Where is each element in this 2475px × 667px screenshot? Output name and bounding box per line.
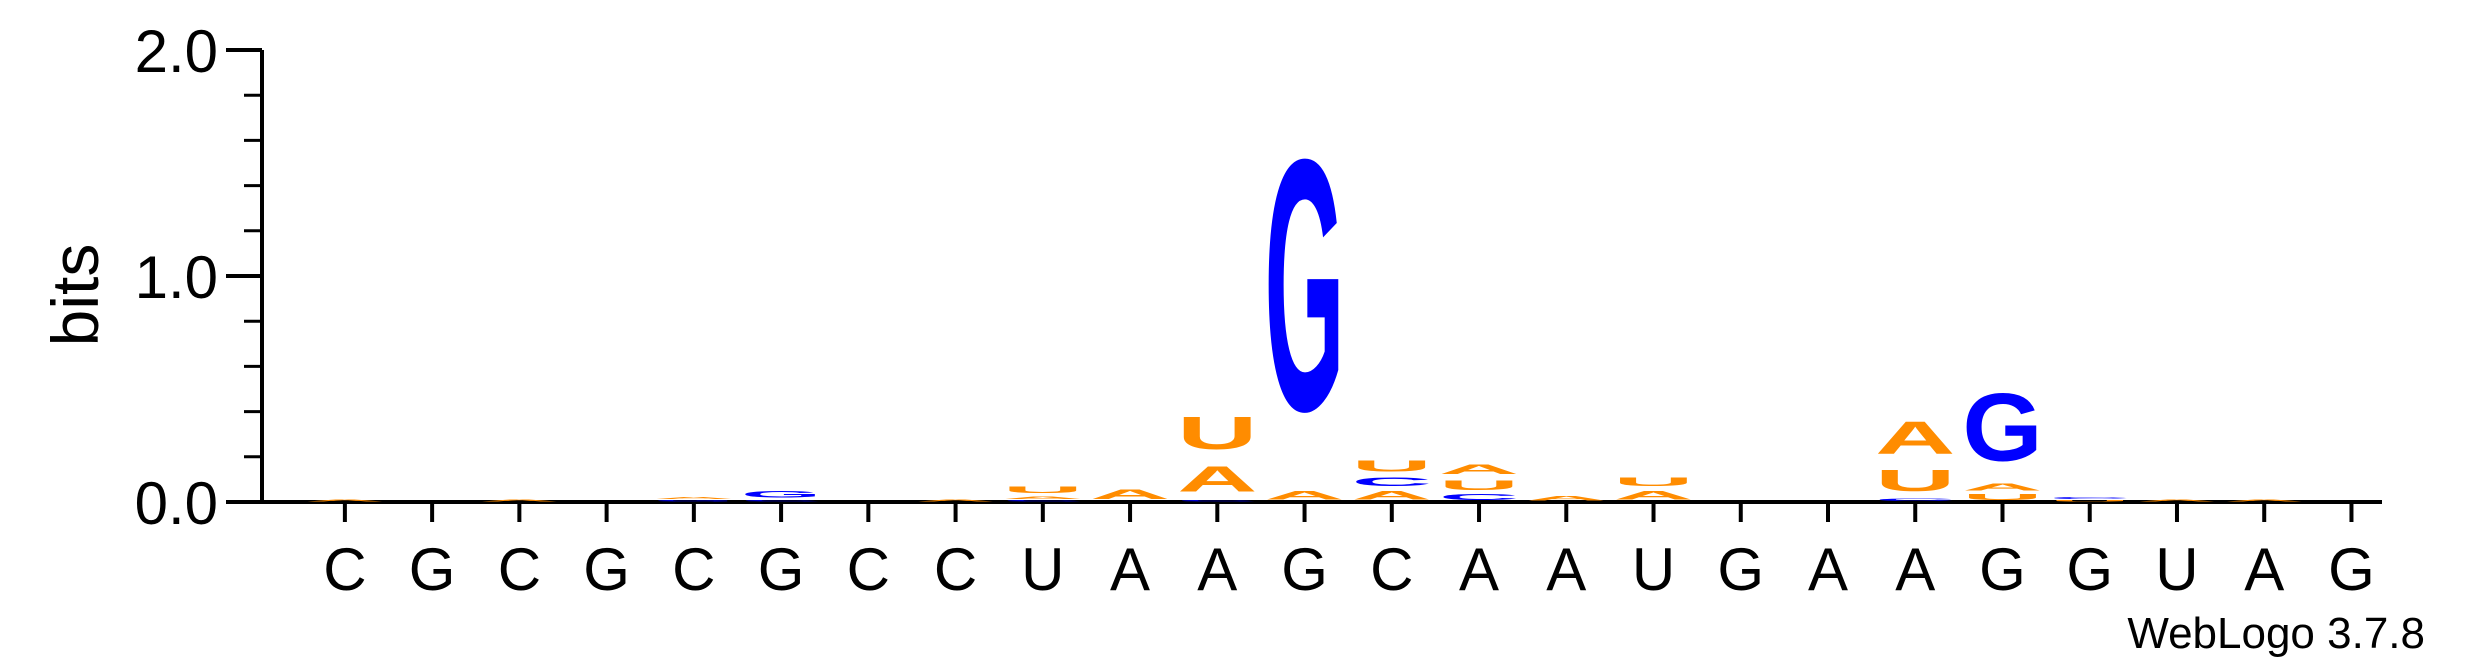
x-tick-label-14: A — [1459, 536, 1499, 603]
x-tick-label-23: A — [2244, 536, 2284, 603]
x-tick-label-1: C — [323, 536, 366, 603]
logo-letter-13-U: U — [1352, 457, 1432, 475]
logo-letter-22-A: A — [2137, 499, 2217, 502]
x-tick-label-18: A — [1808, 536, 1848, 603]
x-tick-label-2: G — [409, 536, 456, 603]
x-tick-label-9: U — [1021, 536, 1064, 603]
logo-letter-20-U: U — [1962, 493, 2042, 502]
x-tick-label-17: G — [1717, 536, 1764, 603]
x-tick-label-12: G — [1281, 536, 1328, 603]
logo-letter-21-U: U — [2050, 500, 2130, 502]
logo-letter-19-U: U — [1875, 464, 1955, 498]
y-axis-ticks: 0.0 1.0 2.0 — [135, 18, 262, 537]
x-tick-label-15: A — [1546, 536, 1586, 603]
logo-letter-9-A: A — [1003, 495, 1083, 500]
weblogo-credit: WebLogo 3.7.8 — [2127, 609, 2425, 658]
x-tick-label-3: C — [498, 536, 541, 603]
logo-letter-8-A: A — [915, 499, 995, 502]
logo-letter-12-A: A — [1264, 488, 1344, 502]
logo-letter-14-U: U — [1439, 477, 1519, 493]
logo-letter-11-A: A — [1177, 459, 1257, 500]
logo-letter-9-U: U — [1003, 485, 1083, 495]
x-tick-label-24: G — [2328, 536, 2375, 603]
logo-letter-20-A: A — [1962, 482, 2042, 493]
x-tick-label-6: G — [758, 536, 805, 603]
x-tick-label-13: C — [1370, 536, 1413, 603]
logo-letter-3-A: A — [479, 499, 559, 502]
y-tick-label-1: 1.0 — [135, 244, 218, 311]
y-axis-label: bits — [38, 244, 112, 347]
x-tick-label-21: G — [2066, 536, 2113, 603]
logo-letter-11-C: C — [1177, 500, 1257, 502]
logo-letter-5-A: A — [654, 497, 734, 500]
logo-letter-21-C: C — [2050, 496, 2130, 499]
logo-letter-6-G: G — [741, 490, 821, 500]
x-tick-label-4: G — [583, 536, 630, 603]
logo-letter-19-A: A — [1875, 412, 1955, 464]
x-tick-label-19: A — [1895, 536, 1935, 603]
logo-letter-11-U: U — [1177, 407, 1257, 459]
logo-letter-20-G: G — [1962, 373, 2042, 481]
logo-letter-5-G: G — [654, 500, 734, 502]
x-tick-label-22: U — [2155, 536, 2198, 603]
logo-letter-23-A: A — [2224, 499, 2304, 502]
logo-letter-6-C: C — [741, 500, 821, 502]
x-tick-label-7: C — [847, 536, 890, 603]
logo-letter-14-A: A — [1439, 461, 1519, 477]
y-tick-label-0: 0.0 — [135, 470, 218, 537]
logo-letter-15-A: A — [1526, 495, 1606, 502]
logo-letter-13-A: A — [1352, 488, 1432, 502]
logo-letter-1-A: A — [305, 499, 385, 502]
logo-letter-14-C: C — [1439, 493, 1519, 502]
logo-letter-9-C: C — [1003, 500, 1083, 502]
x-tick-label-5: C — [672, 536, 715, 603]
y-tick-label-2: 2.0 — [135, 18, 218, 85]
logo-letter-12-G: G — [1264, 85, 1344, 486]
x-tick-label-11: A — [1197, 536, 1237, 603]
x-tick-label-8: C — [934, 536, 977, 603]
x-tick-label-20: G — [1979, 536, 2026, 603]
logo-letter-19-C: C — [1875, 497, 1955, 502]
logo-letter-16-U: U — [1613, 475, 1693, 489]
x-tick-label-10: A — [1110, 536, 1150, 603]
x-tick-label-16: U — [1632, 536, 1675, 603]
logo-letter-10-A: A — [1090, 486, 1170, 502]
logo-letter-16-A: A — [1613, 488, 1693, 502]
logo-letter-13-C: C — [1352, 475, 1432, 489]
